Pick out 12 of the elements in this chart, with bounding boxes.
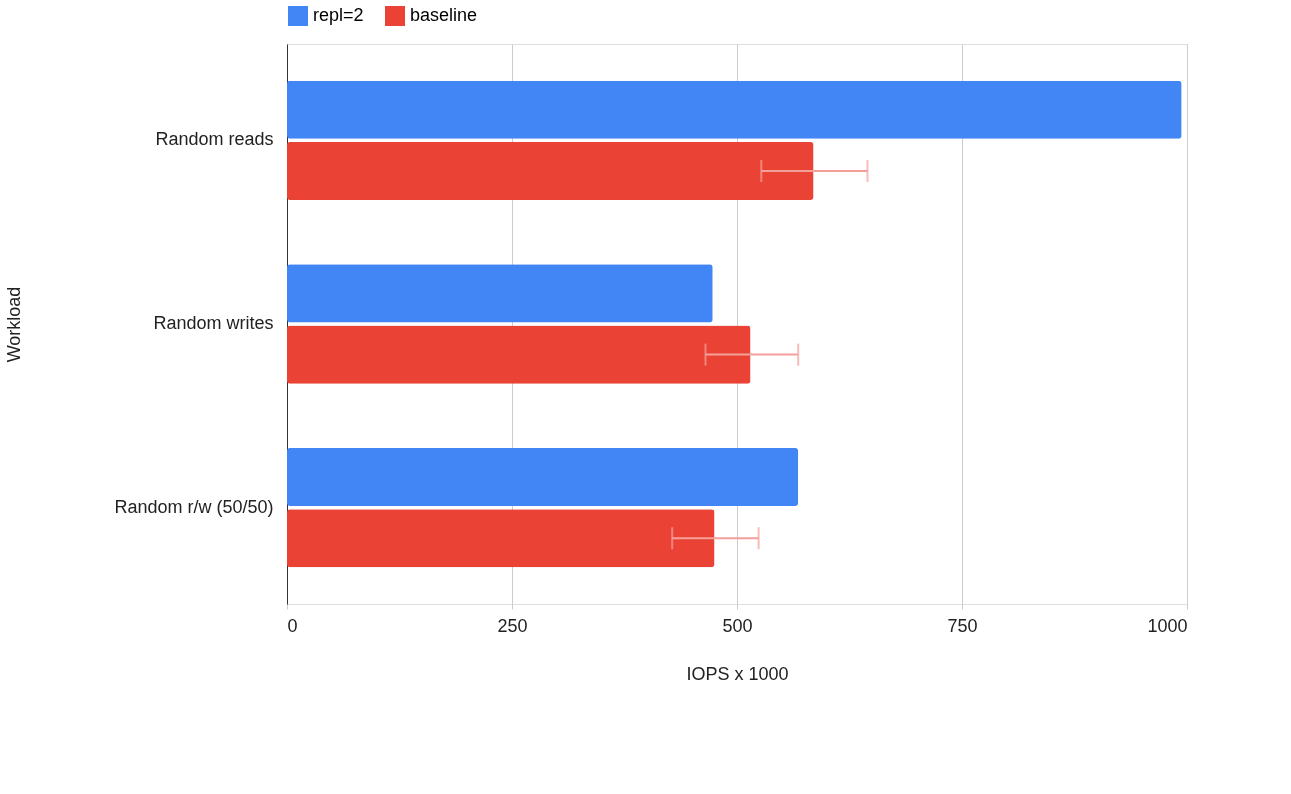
x-axis-title: IOPS x 1000 — [686, 663, 789, 684]
y-tick-label: Random reads — [155, 129, 274, 150]
y-tick-label: Random r/w (50/50) — [114, 496, 274, 517]
legend-label: baseline — [410, 5, 478, 25]
x-tick-label: 250 — [497, 615, 528, 636]
y-axis-title: Workload — [4, 286, 25, 363]
y-tick-label: Random writes — [153, 313, 274, 333]
x-tick-label: 750 — [947, 615, 978, 636]
x-tick-label: 0 — [287, 615, 298, 636]
x-tick-label: 500 — [722, 615, 753, 636]
legend-label: repl=2 — [313, 5, 364, 25]
x-tick-label: 1000 — [1147, 615, 1188, 636]
